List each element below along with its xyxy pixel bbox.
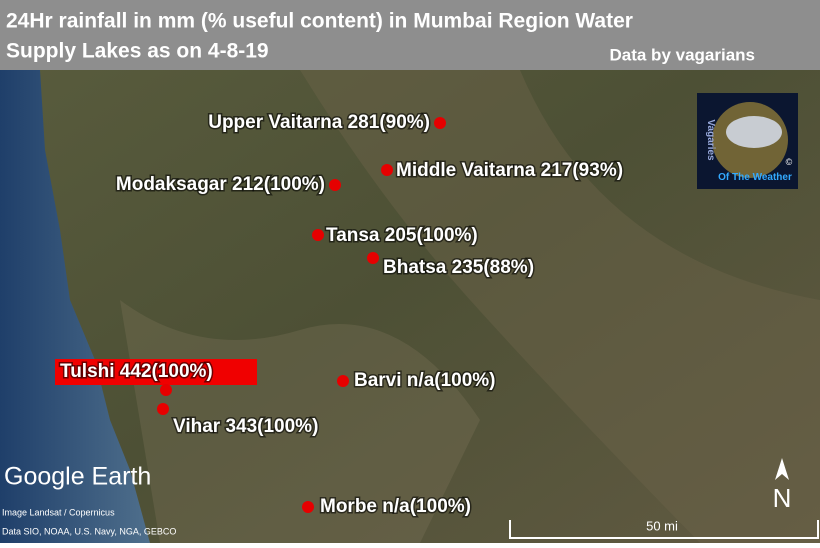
highlight-box <box>55 359 257 385</box>
lake-label: Barvi n/a(100%) <box>354 370 496 391</box>
imagery-credit: Image Landsat / Copernicus <box>2 507 115 517</box>
credit: Data by vagarians <box>609 45 755 64</box>
lake-label: Middle Vaitarna 217(93%) <box>396 160 623 181</box>
lake-dot <box>367 252 379 264</box>
lake-dot <box>381 164 393 176</box>
title: Supply Lakes as on 4-8-19 <box>6 40 269 63</box>
scale-label: 50 mi <box>646 518 678 533</box>
lake-dot <box>434 117 446 129</box>
title: 24Hr rainfall in mm (% useful content) i… <box>6 10 633 33</box>
lake-label: Bhatsa 235(88%) <box>383 257 534 278</box>
lake-dot <box>160 384 172 396</box>
scale-bar <box>509 520 819 539</box>
north: N <box>773 483 792 513</box>
lake-label: Vihar 343(100%) <box>173 416 318 437</box>
logo-cloud <box>726 116 782 148</box>
lake-label: Morbe n/a(100%) <box>320 496 471 517</box>
logo-text: Vagaries <box>705 119 716 161</box>
lake-label: Tansa 205(100%) <box>326 225 478 246</box>
sea <box>0 70 150 543</box>
logo: Vagaries © Of The Weather <box>697 93 798 189</box>
data-credit: Data SIO, NOAA, U.S. Navy, NGA, GEBCO <box>2 526 176 536</box>
lake-dot <box>302 501 314 513</box>
brand: Google Earth <box>4 463 151 491</box>
logo-text: © <box>786 157 793 167</box>
lake-dot <box>337 375 349 387</box>
lake-dot <box>312 229 324 241</box>
lake-label: Upper Vaitarna 281(90%) <box>208 112 430 133</box>
lake-dot <box>157 403 169 415</box>
north-arrow <box>775 458 789 480</box>
lake-label: Tulshi 442(100%) <box>60 361 213 382</box>
title-bar <box>0 0 820 70</box>
logo-text: Of The Weather <box>718 172 792 183</box>
lake-label: Modaksagar 212(100%) <box>116 174 325 195</box>
lake-dot <box>329 179 341 191</box>
terrain-ridge <box>300 70 820 543</box>
